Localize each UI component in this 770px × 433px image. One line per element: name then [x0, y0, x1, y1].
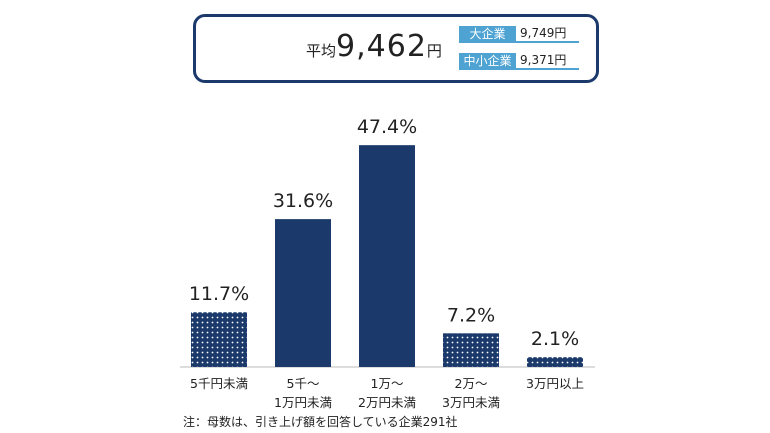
large-company-value: 9,749円 [516, 26, 579, 43]
category-label: 5千円未満 [190, 376, 248, 391]
category-label: 1万円未満 [274, 395, 332, 410]
bar [191, 312, 247, 367]
value-label: 31.6% [273, 190, 333, 212]
average-unit: 円 [426, 42, 442, 60]
value-label: 2.1% [531, 328, 579, 350]
category-label: 3万円以上 [526, 376, 584, 391]
category-label: 5千～ [287, 376, 320, 391]
category-label: 3万円未満 [442, 395, 500, 410]
sme-label: 中小企業 [459, 53, 516, 70]
bar [527, 357, 583, 367]
large-company-label: 大企業 [459, 26, 516, 43]
value-label: 47.4% [357, 116, 417, 138]
large-company-row: 大企業 9,749円 [459, 26, 579, 43]
average-summary-box: 平均 9,462 円 大企業 9,749円 中小企業 9,371円 [193, 14, 599, 83]
value-label: 7.2% [447, 304, 495, 326]
bar [443, 333, 499, 367]
average-label: 平均 [306, 42, 337, 60]
average-number: 9,462 [336, 29, 427, 64]
bar [275, 219, 331, 367]
sme-value: 9,371円 [516, 53, 579, 70]
footnote: 注：母数は、引き上げ額を回答している企業291社 [183, 415, 458, 429]
bar [359, 145, 415, 367]
sme-row: 中小企業 9,371円 [459, 53, 579, 70]
category-label: 2万～ [455, 376, 488, 391]
category-label: 1万～ [371, 376, 404, 391]
category-label: 2万円未満 [358, 395, 416, 410]
value-label: 11.7% [189, 283, 249, 305]
average-value: 平均 9,462 円 [306, 29, 442, 64]
